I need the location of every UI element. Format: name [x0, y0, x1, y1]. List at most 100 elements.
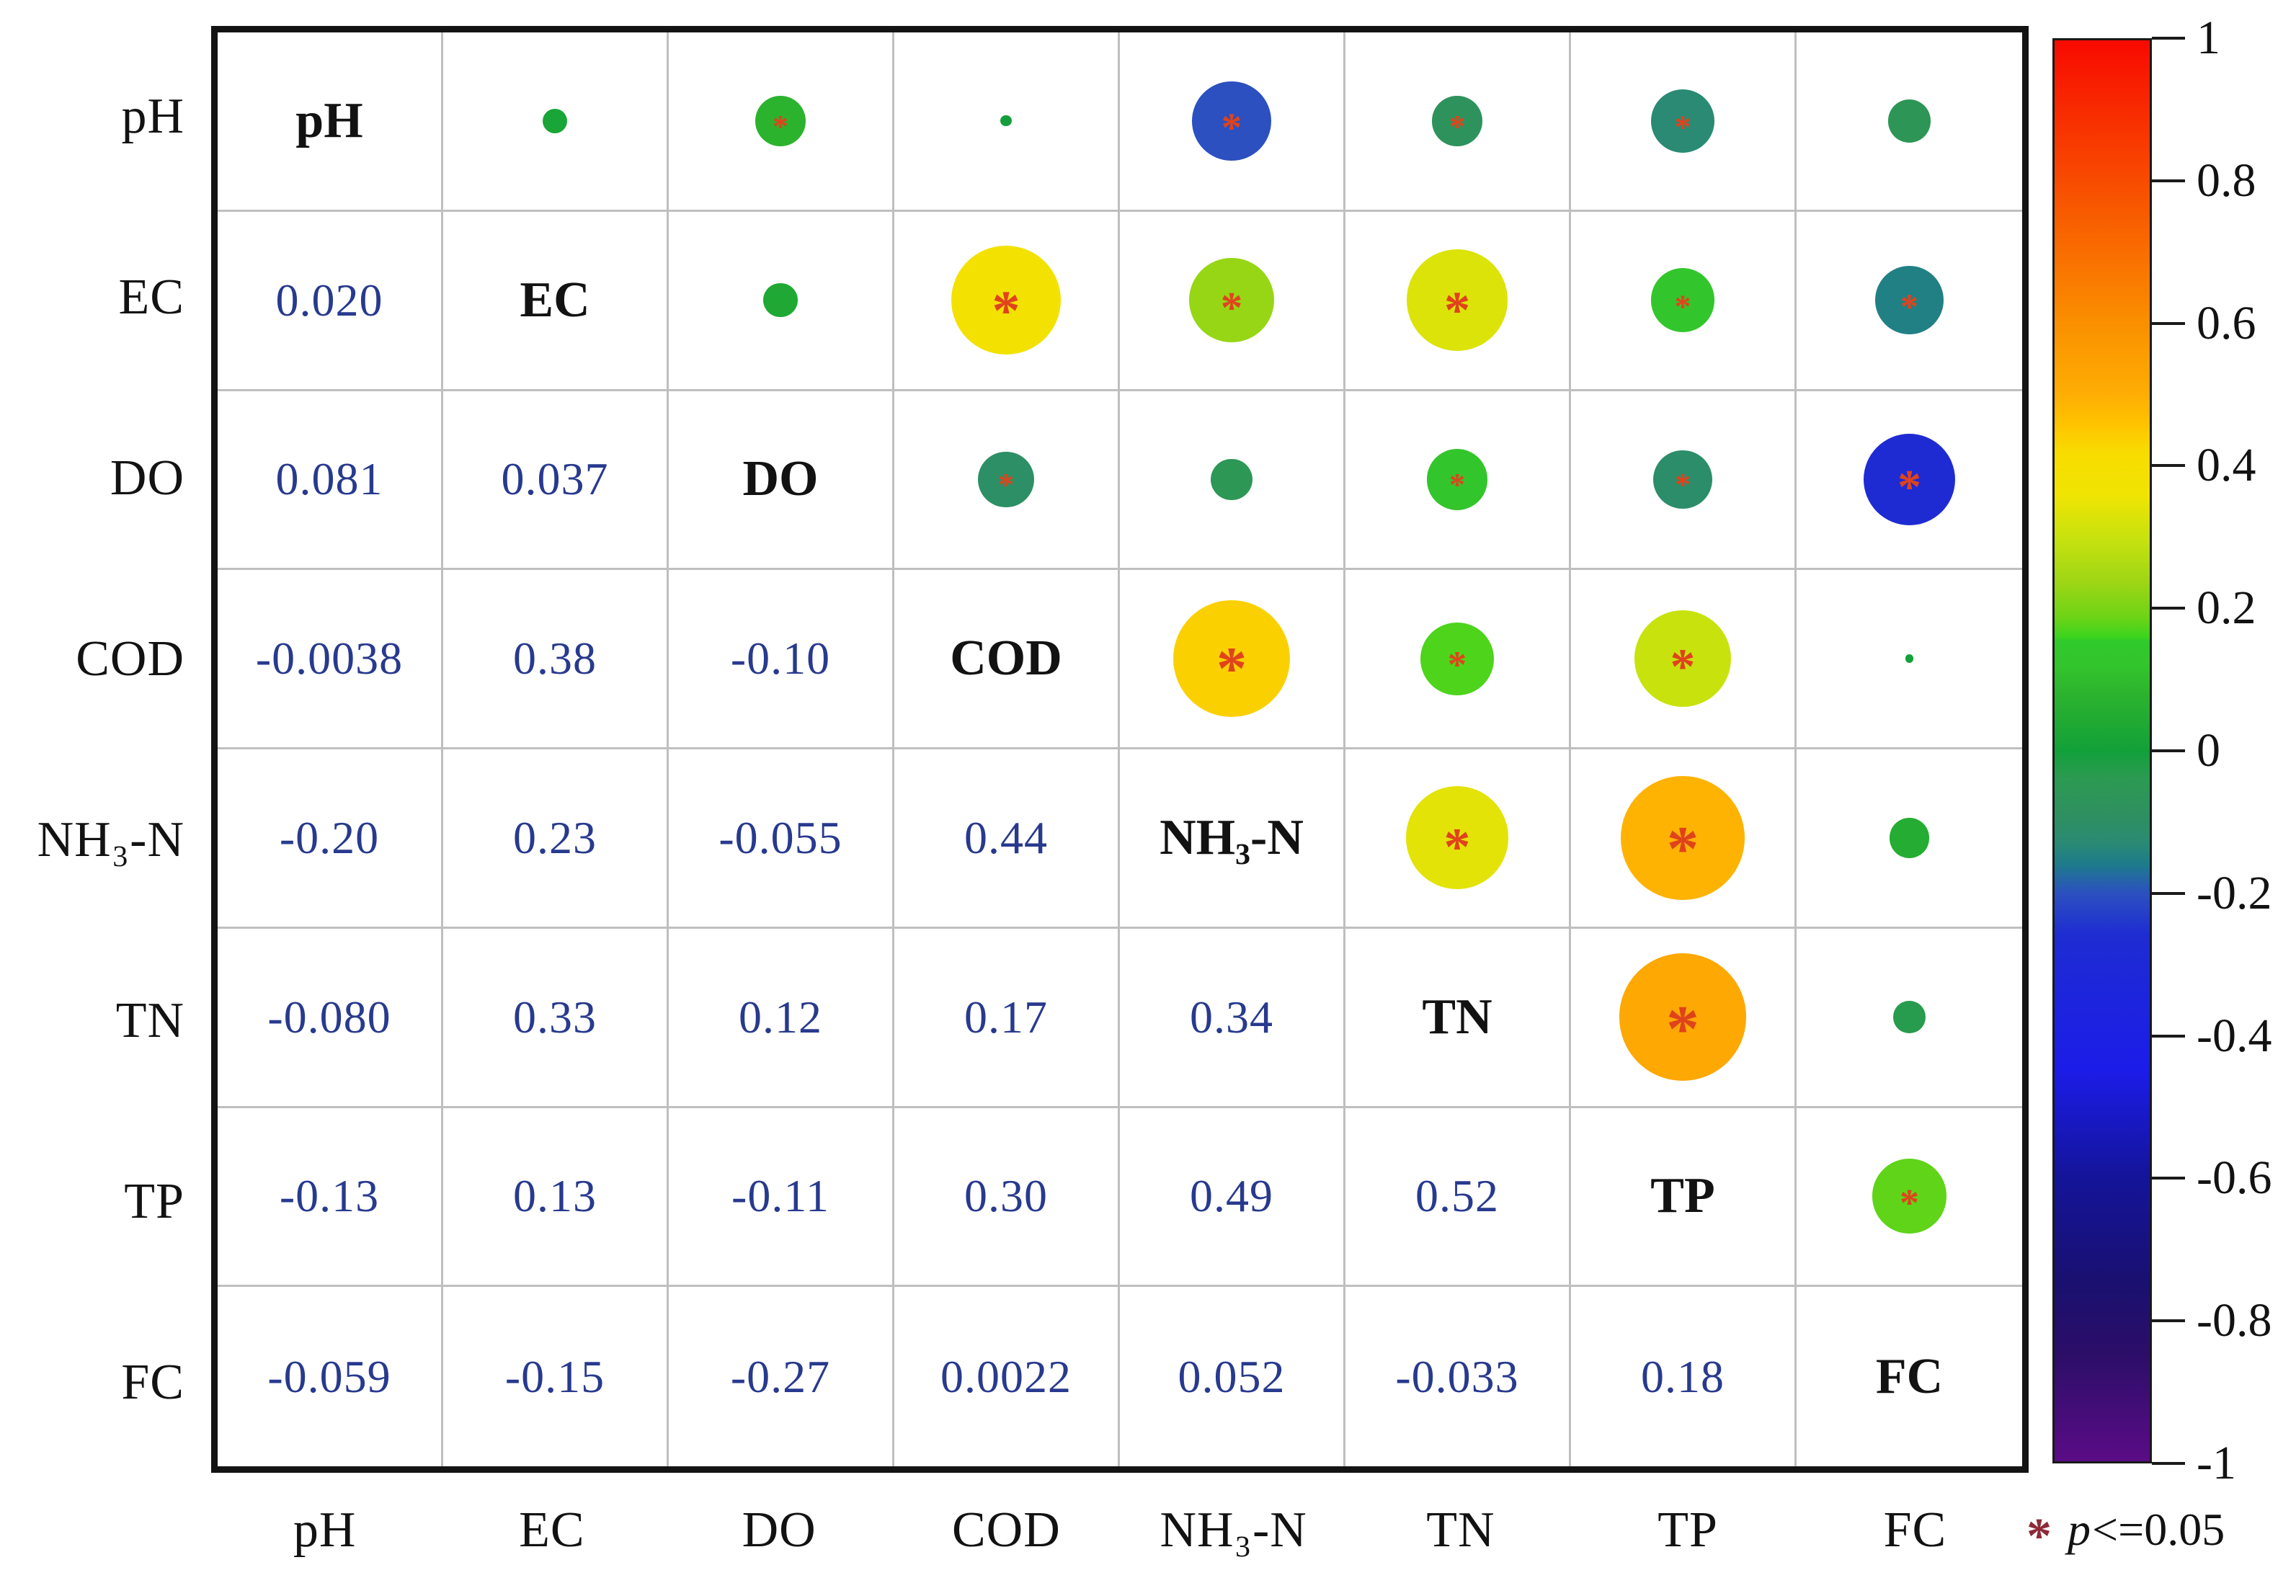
- value-cell-TN-EC: 0.33: [443, 928, 669, 1108]
- row-label-TP: TP: [124, 1173, 184, 1229]
- correlation-circle: [763, 283, 798, 318]
- colorbar-tick-label: -0.2: [2197, 866, 2272, 919]
- value-cell-COD-EC: 0.38: [443, 570, 669, 749]
- diagonal-cell-TP: TP: [1571, 1107, 1797, 1288]
- value-cell-FC-TP: 0.18: [1571, 1287, 1797, 1466]
- circle-cell-COD-TP: *: [1571, 570, 1797, 749]
- correlation-value: 0.34: [1190, 991, 1273, 1043]
- circle-cell-COD-FC: [1797, 570, 2022, 749]
- value-cell-FC-NH3-N: 0.052: [1120, 1287, 1345, 1466]
- value-cell-TP-pH: -0.13: [218, 1107, 443, 1288]
- circle-cell-pH-TN: *: [1345, 32, 1571, 212]
- significance-asterisk-icon: *: [998, 467, 1014, 503]
- correlation-value: -0.0038: [255, 633, 404, 685]
- correlation-value: -0.059: [267, 1350, 391, 1402]
- correlation-matrix: pH * * * * 0.020 EC * * * * * 0.081 0.037 DO * * * * -0.003…: [211, 26, 2029, 1473]
- value-cell-FC-pH: -0.059: [218, 1287, 443, 1466]
- correlation-circle: [1889, 817, 1930, 858]
- tick-mark: [2152, 1177, 2185, 1180]
- significance-asterisk-icon: *: [1216, 636, 1247, 703]
- col-axis-labels: pH EC DO COD NH₃-N TN TP FC: [211, 1487, 2029, 1574]
- note-p-label: p: [2068, 1504, 2091, 1555]
- colorbar-tick-label: 1: [2197, 12, 2220, 64]
- correlation-circle: *: [1426, 448, 1488, 510]
- tick-mark: [2152, 37, 2185, 40]
- colorbar-tick-0: 0: [2152, 723, 2220, 778]
- tick-mark: [2152, 1034, 2185, 1038]
- diagonal-label: COD: [950, 630, 1062, 687]
- circle-cell-DO-TN: *: [1345, 391, 1571, 571]
- diagonal-label: DO: [742, 451, 819, 507]
- circle-cell-EC-FC: *: [1797, 212, 2022, 391]
- significance-asterisk-icon: *: [773, 108, 788, 144]
- row-label-COD: COD: [76, 630, 184, 687]
- correlation-circle: *: [1192, 81, 1271, 161]
- correlation-value: -0.11: [731, 1170, 829, 1222]
- col-label-DO: DO: [742, 1502, 816, 1558]
- significance-asterisk-icon: *: [1675, 467, 1691, 503]
- diagonal-cell-DO: DO: [669, 391, 894, 571]
- correlation-circle: *: [951, 246, 1061, 355]
- correlation-value: 0.30: [964, 1170, 1048, 1222]
- circle-cell-DO-TP: *: [1571, 391, 1797, 571]
- correlation-value: 0.23: [513, 811, 597, 863]
- value-cell-DO-EC: 0.037: [443, 391, 669, 571]
- tick-mark: [2152, 179, 2185, 182]
- row-axis-labels: pH EC DO COD NH₃-N TN TP FC: [0, 26, 184, 1473]
- diagonal-label: TP: [1650, 1168, 1715, 1224]
- circle-cell-pH-TP: *: [1571, 32, 1797, 212]
- circle-cell-pH-COD: [894, 32, 1120, 212]
- colorbar-tick--0.2: -0.2: [2152, 866, 2271, 921]
- diagonal-label: NH₃-N: [1160, 809, 1304, 865]
- colorbar-tick-label: -0.8: [2197, 1294, 2272, 1347]
- colorbar-tick-label: 0.8: [2197, 153, 2256, 207]
- value-cell-TP-DO: -0.11: [669, 1107, 894, 1288]
- correlation-value: 0.33: [513, 991, 597, 1043]
- colorbar-tick--0.4: -0.4: [2152, 1009, 2271, 1064]
- correlation-value: -0.080: [267, 991, 391, 1043]
- col-label-pH: pH: [293, 1502, 357, 1558]
- value-cell-DO-pH: 0.081: [218, 391, 443, 571]
- colorbar-tick-label: 0: [2197, 724, 2220, 777]
- col-label-FC: FC: [1883, 1502, 1947, 1558]
- colorbar-tick--0.6: -0.6: [2152, 1151, 2271, 1205]
- diagonal-cell-TN: TN: [1345, 928, 1571, 1108]
- significance-asterisk-icon: *: [992, 278, 1020, 342]
- significance-asterisk-icon: *: [1899, 1182, 1920, 1226]
- correlation-circle: *: [1173, 599, 1291, 718]
- tick-mark: [2152, 464, 2185, 468]
- correlation-value: 0.037: [501, 453, 609, 505]
- tick-mark: [2152, 321, 2185, 325]
- note-threshold: <=0.05: [2092, 1504, 2225, 1555]
- correlation-value: -0.10: [730, 633, 831, 685]
- col-label-TP: TP: [1658, 1502, 1718, 1558]
- correlation-circle: *: [1432, 96, 1482, 146]
- value-cell-COD-DO: -0.10: [669, 570, 894, 749]
- colorbar-tick-label: -0.4: [2197, 1009, 2272, 1062]
- row-label-DO: DO: [110, 450, 184, 506]
- value-cell-TN-NH3-N: 0.34: [1120, 928, 1345, 1108]
- diagonal-label: pH: [295, 92, 363, 148]
- correlation-circle: *: [1650, 89, 1715, 153]
- correlation-circle: *: [1634, 610, 1732, 708]
- colorbar-tick-label: -1: [2197, 1437, 2236, 1489]
- correlation-circle: *: [978, 451, 1034, 508]
- circle-cell-pH-DO: *: [669, 32, 894, 212]
- colorbar-tick-0.6: 0.6: [2152, 296, 2256, 351]
- correlation-circle: [1000, 115, 1012, 127]
- diagonal-label: TN: [1422, 989, 1492, 1045]
- colorbar-tick-1: 1: [2152, 11, 2220, 66]
- correlation-value: -0.20: [279, 811, 380, 863]
- col-label-COD: COD: [951, 1502, 1061, 1558]
- colorbar-ticks: 1 0.8 0.6 0.4 0.2 0 -0.2 -0.4 -0.6 -0.8 -1: [2152, 12, 2296, 1489]
- value-cell-TN-DO: 0.12: [669, 928, 894, 1108]
- circle-cell-EC-TP: *: [1571, 211, 1797, 391]
- significance-asterisk-icon: *: [1443, 280, 1471, 339]
- value-cell-FC-TN: -0.033: [1345, 1287, 1571, 1466]
- circle-cell-TP-FC: *: [1797, 1108, 2022, 1288]
- value-cell-FC-COD: 0.0022: [894, 1287, 1120, 1466]
- significance-asterisk-icon: *: [1897, 461, 1922, 514]
- value-cell-NH3-N-pH: -0.20: [218, 749, 443, 929]
- correlation-value: -0.15: [504, 1350, 605, 1402]
- colorbar-tick-0.4: 0.4: [2152, 438, 2256, 493]
